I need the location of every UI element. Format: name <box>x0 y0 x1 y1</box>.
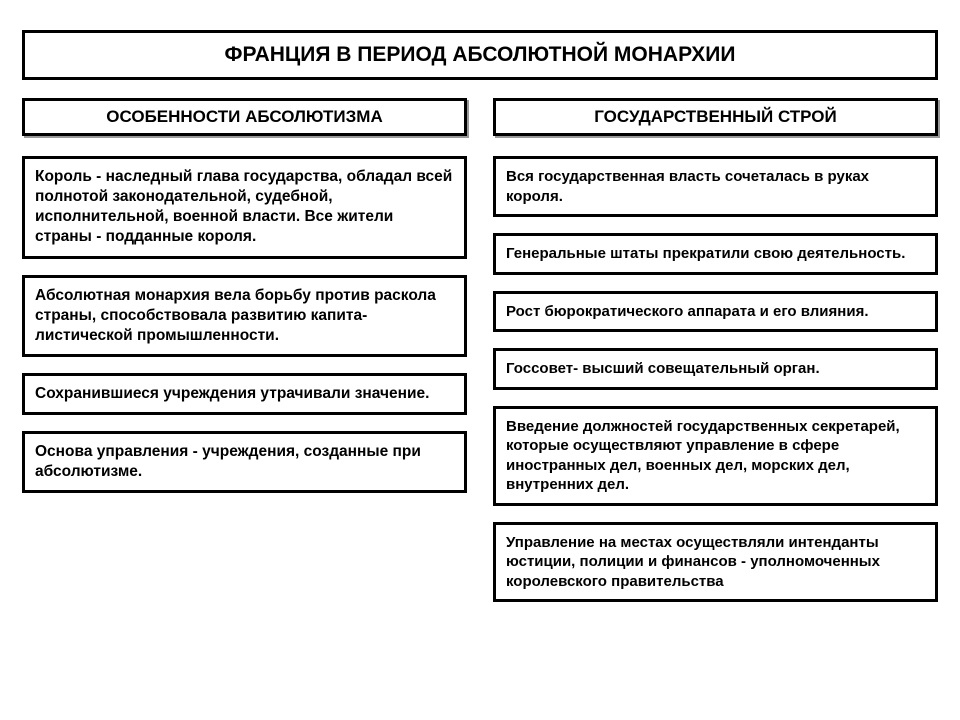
right-item: Рост бюрократического аппарата и его вли… <box>493 291 938 333</box>
left-item: Абсолютная монархия вела борьбу против р… <box>22 275 467 357</box>
diagram-canvas: ФРАНЦИЯ В ПЕРИОД АБСОЛЮТНОЙ МОНАРХИИ ОСО… <box>0 0 960 720</box>
right-item: Генеральные штаты прекратили свою деятел… <box>493 233 938 275</box>
right-item: Вся государственная власть сочеталась в … <box>493 156 938 217</box>
columns-wrapper: ОСОБЕННОСТИ АБСОЛЮТИЗМА Король - наследн… <box>22 98 938 618</box>
right-item: Госсовет- высший совещательный орган. <box>493 348 938 390</box>
left-column-header: ОСОБЕННОСТИ АБСОЛЮТИЗМА <box>22 98 467 136</box>
left-item: Король - наследный глава государства, об… <box>22 156 467 259</box>
left-item: Сохранившиеся учреждения утрачивали знач… <box>22 373 467 415</box>
right-column: ГОСУДАРСТВЕННЫЙ СТРОЙ Вся государственна… <box>493 98 938 618</box>
left-item: Основа управления - учреждения, созданны… <box>22 431 467 493</box>
main-title: ФРАНЦИЯ В ПЕРИОД АБСОЛЮТНОЙ МОНАРХИИ <box>22 30 938 80</box>
right-column-header: ГОСУДАРСТВЕННЫЙ СТРОЙ <box>493 98 938 136</box>
left-column: ОСОБЕННОСТИ АБСОЛЮТИЗМА Король - наследн… <box>22 98 467 618</box>
right-item: Введение должностей государственных секр… <box>493 406 938 506</box>
right-item: Управление на местах осуществляли интен­… <box>493 522 938 603</box>
